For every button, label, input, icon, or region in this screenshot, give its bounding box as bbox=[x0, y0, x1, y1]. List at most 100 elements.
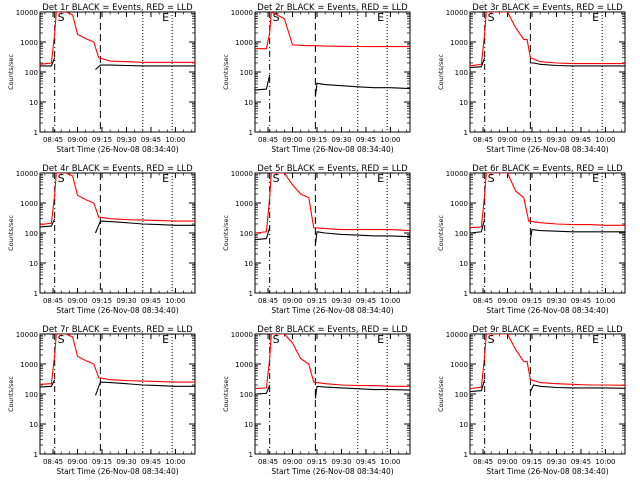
y-tick-label: 10000 bbox=[16, 331, 38, 339]
panel-det-8: Det 8r BLACK = Events, RED = LLD 1 10 100 10… bbox=[222, 325, 411, 476]
x-axis-label: Start Time (26-Nov-08 08:34:40) bbox=[486, 467, 608, 476]
y-tick-label: 1000 bbox=[450, 361, 468, 369]
x-tick-label: 09:30 bbox=[546, 136, 566, 144]
y-tick-label: 100 bbox=[240, 391, 253, 399]
x-tick-label: 09:30 bbox=[546, 297, 566, 305]
x-tick-label: 09:30 bbox=[116, 136, 136, 144]
series-red-line bbox=[255, 334, 410, 390]
series-red-line bbox=[40, 12, 195, 65]
y-tick-label: 10000 bbox=[16, 170, 38, 178]
y-axis-label: Counts/sec bbox=[437, 376, 445, 412]
x-tick-label: 08:45 bbox=[43, 297, 63, 305]
x-tick-label: 09:45 bbox=[356, 458, 376, 466]
chart-title: Det 5r BLACK = Events, RED = LLD bbox=[257, 164, 408, 174]
panel-det-5: Det 5r BLACK = Events, RED = LLD 1 10 100 10… bbox=[222, 164, 411, 315]
x-tick-label: 09:45 bbox=[141, 458, 161, 466]
chart-title: Det 4r BLACK = Events, RED = LLD bbox=[42, 164, 193, 174]
y-tick-label: 10 bbox=[29, 99, 38, 107]
start-marker: S bbox=[273, 11, 280, 24]
x-tick-label: 09:15 bbox=[522, 136, 542, 144]
x-tick-label: 09:15 bbox=[307, 297, 327, 305]
x-tick-label: 09:00 bbox=[67, 297, 87, 305]
x-tick-label: 10:00 bbox=[595, 297, 615, 305]
x-axis-label: Start Time (26-Nov-08 08:34:40) bbox=[486, 145, 608, 154]
x-tick-label: 09:00 bbox=[282, 297, 302, 305]
y-axis-label: Counts/sec bbox=[7, 215, 15, 251]
x-tick-label: 08:45 bbox=[473, 458, 493, 466]
y-axis-label: Counts/sec bbox=[222, 54, 230, 90]
end-marker: E bbox=[592, 11, 599, 24]
x-tick-label: 09:45 bbox=[571, 136, 591, 144]
series-black-line bbox=[40, 57, 195, 71]
y-tick-label: 1000 bbox=[450, 200, 468, 208]
x-tick-label: 09:00 bbox=[282, 136, 302, 144]
y-tick-label: 1 bbox=[464, 129, 468, 137]
y-axis-label: Counts/sec bbox=[222, 215, 230, 251]
series-black-line bbox=[470, 379, 625, 393]
chart-title: Det 3r BLACK = Events, RED = LLD bbox=[472, 3, 623, 13]
x-tick-label: 10:00 bbox=[380, 297, 400, 305]
y-tick-label: 1 bbox=[34, 290, 38, 298]
y-axis-label: Counts/sec bbox=[7, 376, 15, 412]
y-axis-label: Counts/sec bbox=[437, 215, 445, 251]
y-tick-label: 100 bbox=[455, 230, 468, 238]
x-tick-label: 09:45 bbox=[356, 297, 376, 305]
series-black-line bbox=[255, 227, 410, 245]
start-marker: S bbox=[273, 333, 280, 346]
y-tick-label: 1000 bbox=[20, 39, 38, 47]
x-tick-label: 09:30 bbox=[331, 136, 351, 144]
y-tick-label: 10000 bbox=[231, 331, 253, 339]
y-tick-label: 1 bbox=[34, 129, 38, 137]
x-tick-label: 10:00 bbox=[165, 136, 185, 144]
end-marker: E bbox=[162, 333, 169, 346]
series-black-line bbox=[40, 218, 195, 234]
x-tick-label: 09:00 bbox=[497, 297, 517, 305]
end-marker: E bbox=[162, 11, 169, 24]
x-tick-label: 10:00 bbox=[165, 297, 185, 305]
series-black-line bbox=[470, 57, 625, 69]
start-marker: S bbox=[488, 172, 495, 185]
x-tick-label: 09:15 bbox=[92, 458, 112, 466]
end-marker: E bbox=[162, 172, 169, 185]
series-black-line bbox=[470, 218, 625, 240]
series-red-line bbox=[470, 334, 625, 390]
x-axis-label: Start Time (26-Nov-08 08:34:40) bbox=[271, 467, 393, 476]
series-red-line bbox=[255, 173, 410, 234]
chart-title: Det 2r BLACK = Events, RED = LLD bbox=[257, 3, 408, 13]
start-marker: S bbox=[488, 11, 495, 24]
y-tick-label: 100 bbox=[25, 69, 38, 77]
start-marker: S bbox=[58, 333, 65, 346]
chart-title: Det 6r BLACK = Events, RED = LLD bbox=[472, 164, 623, 174]
chart-title: Det 7r BLACK = Events, RED = LLD bbox=[42, 325, 193, 335]
chart-title: Det 9r BLACK = Events, RED = LLD bbox=[472, 325, 623, 335]
x-tick-label: 09:00 bbox=[282, 458, 302, 466]
x-tick-label: 10:00 bbox=[595, 458, 615, 466]
x-tick-label: 09:30 bbox=[546, 458, 566, 466]
x-tick-label: 09:30 bbox=[331, 297, 351, 305]
x-tick-label: 09:30 bbox=[116, 458, 136, 466]
y-tick-label: 1000 bbox=[20, 200, 38, 208]
series-red-line bbox=[470, 12, 625, 67]
y-tick-label: 1000 bbox=[235, 200, 253, 208]
x-tick-label: 08:45 bbox=[473, 297, 493, 305]
x-tick-label: 09:15 bbox=[307, 136, 327, 144]
x-tick-label: 08:45 bbox=[43, 136, 63, 144]
panel-det-6: Det 6r BLACK = Events, RED = LLD 1 10 100 10… bbox=[437, 164, 626, 315]
y-tick-label: 1 bbox=[249, 451, 253, 459]
start-marker: S bbox=[488, 333, 495, 346]
x-tick-label: 10:00 bbox=[595, 136, 615, 144]
y-tick-label: 1 bbox=[34, 451, 38, 459]
y-axis-label: Counts/sec bbox=[437, 54, 445, 90]
series-red-line bbox=[40, 334, 195, 385]
y-tick-label: 100 bbox=[240, 69, 253, 77]
panel-det-3: Det 3r BLACK = Events, RED = LLD 1 10 100 10… bbox=[437, 3, 626, 154]
x-axis-label: Start Time (26-Nov-08 08:34:40) bbox=[486, 306, 608, 315]
panel-det-1: Det 1r BLACK = Events, RED = LLD 1 10 100 10… bbox=[7, 3, 196, 154]
x-axis-label: Start Time (26-Nov-08 08:34:40) bbox=[56, 145, 178, 154]
x-tick-label: 09:00 bbox=[67, 136, 87, 144]
y-tick-label: 100 bbox=[25, 391, 38, 399]
y-tick-label: 1000 bbox=[235, 39, 253, 47]
series-black-line bbox=[255, 74, 410, 97]
end-marker: E bbox=[592, 333, 599, 346]
